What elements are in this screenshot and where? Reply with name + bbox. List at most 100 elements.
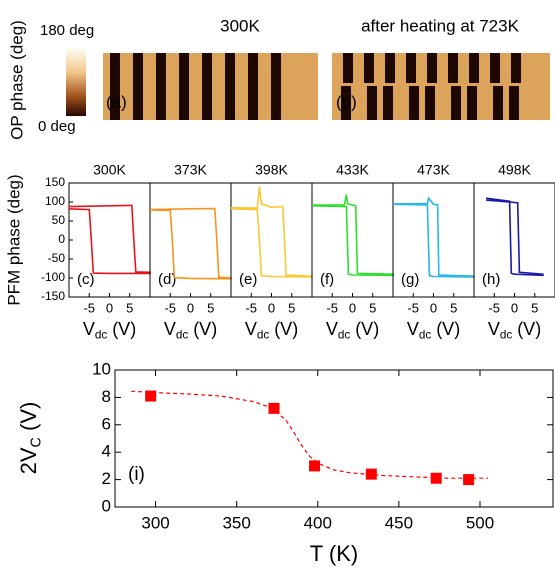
axis-label-part: V — [326, 319, 338, 339]
domain-stripe — [406, 53, 416, 83]
colorbar-min: 0 deg — [38, 118, 76, 135]
domain-stripe — [133, 53, 143, 120]
axis-label-part: V — [245, 319, 257, 339]
axis-label-part: (V) — [188, 319, 217, 339]
x-tick-label: -5 — [407, 300, 419, 315]
colorbar-label: OP phase (deg) — [7, 20, 26, 140]
axis-label-part: V — [83, 319, 95, 339]
y-tick-label: 0 — [102, 496, 111, 515]
colorbar — [66, 48, 86, 116]
domain-stripe — [271, 53, 281, 120]
y-tick-label: 2 — [102, 469, 111, 488]
x-tick-label: -5 — [488, 300, 500, 315]
domain-stripe — [467, 86, 477, 120]
axis-label-part: (V) — [107, 319, 136, 339]
domain-stripe — [156, 53, 166, 120]
panel-title: 498K — [498, 162, 531, 178]
y-tick-label: 100 — [45, 194, 65, 208]
colorbar-max: 180 deg — [40, 22, 94, 39]
panel-title: 300K — [93, 162, 126, 178]
y-tick-label: 0 — [58, 232, 65, 246]
y-tick-label: 6 — [102, 414, 111, 433]
panel-annotation: (c) — [77, 271, 95, 288]
domain-stripe — [225, 53, 235, 120]
x-tick-label: -5 — [245, 300, 257, 315]
domain-stripe — [448, 53, 458, 83]
axis-label-part: (V) — [269, 319, 298, 339]
x-tick-label: 5 — [369, 300, 376, 315]
panel-annotation: (f) — [320, 271, 334, 288]
x-tick-label: 0 — [187, 300, 194, 315]
map-title: after heating at 723K — [361, 16, 520, 35]
axis-label: Vdc (V) — [83, 319, 136, 342]
domain-stripe — [364, 53, 374, 83]
x-tick-label: 5 — [288, 300, 295, 315]
x-tick-label: 0 — [268, 300, 275, 315]
panel-annotation: (g) — [401, 271, 419, 288]
domain-stripe — [383, 86, 393, 120]
axis-label: 2VC (V) — [16, 402, 45, 475]
panel-title: 433K — [336, 162, 369, 178]
hysteresis-loop — [230, 186, 313, 278]
axis-label-part: (V) — [431, 319, 460, 339]
map-title: 300K — [220, 16, 260, 35]
x-tick-label: 5 — [450, 300, 457, 315]
axis-label-part: dc — [338, 328, 351, 341]
axis-label-part: dc — [95, 328, 108, 341]
axis-label-part: V — [164, 319, 176, 339]
y-tick-label: -100 — [41, 270, 65, 284]
y-tick-label: 4 — [102, 442, 111, 461]
hysteresis-loop — [485, 197, 544, 277]
axis-label-part: dc — [419, 328, 432, 341]
domain-stripe — [451, 86, 461, 120]
panel-annotation: (i) — [128, 464, 145, 485]
y-axis-label: PFM phase (deg) — [4, 174, 23, 305]
x-tick-label: 5 — [207, 300, 214, 315]
data-point — [145, 390, 157, 402]
axis-label-part: dc — [500, 328, 513, 341]
domain-stripe — [248, 53, 258, 120]
panel-annotation: (d) — [158, 271, 176, 288]
domain-stripe — [493, 86, 503, 120]
domain-stripe — [425, 86, 435, 120]
domain-stripe — [469, 53, 479, 83]
hysteresis-loop — [392, 196, 475, 278]
domain-stripe — [511, 53, 521, 83]
x-tick-label: 500 — [466, 513, 494, 532]
y-tick-label: -50 — [48, 251, 66, 265]
panel-title: 373K — [174, 162, 207, 178]
panel-annotation: (e) — [239, 271, 257, 288]
axis-label-part: (V) — [350, 319, 379, 339]
y-tick-label: 8 — [102, 387, 111, 406]
fit-line — [131, 390, 489, 479]
hysteresis-loop — [68, 204, 151, 275]
x-tick-label: -5 — [83, 300, 95, 315]
domain-stripe — [202, 53, 212, 120]
data-point — [430, 472, 442, 484]
panel-title: 473K — [417, 162, 450, 178]
hysteresis-loop — [311, 194, 394, 277]
axis-label: Vdc (V) — [164, 319, 217, 342]
x-tick-label: 0 — [106, 300, 113, 315]
panel-title: 398K — [255, 162, 288, 178]
domain-stripe — [490, 53, 500, 83]
y-tick-label: 10 — [92, 359, 111, 378]
x-tick-label: 0 — [430, 300, 437, 315]
domain-stripe — [409, 86, 419, 120]
axis-label: Vdc (V) — [245, 319, 298, 342]
x-tick-label: 5 — [126, 300, 133, 315]
hysteresis-loop — [149, 207, 232, 280]
domain-stripe — [385, 53, 395, 83]
axis-label-part: C — [28, 437, 44, 447]
axis-label: Vdc (V) — [326, 319, 379, 342]
panel-label: (a) — [106, 92, 127, 111]
axis-label-part: dc — [176, 328, 189, 341]
domain-stripe — [427, 53, 437, 83]
x-tick-label: 5 — [531, 300, 538, 315]
x-tick-label: 300 — [141, 513, 169, 532]
axis-label-part: V — [488, 319, 500, 339]
data-point — [309, 460, 321, 472]
panel-label: (b) — [336, 92, 357, 111]
